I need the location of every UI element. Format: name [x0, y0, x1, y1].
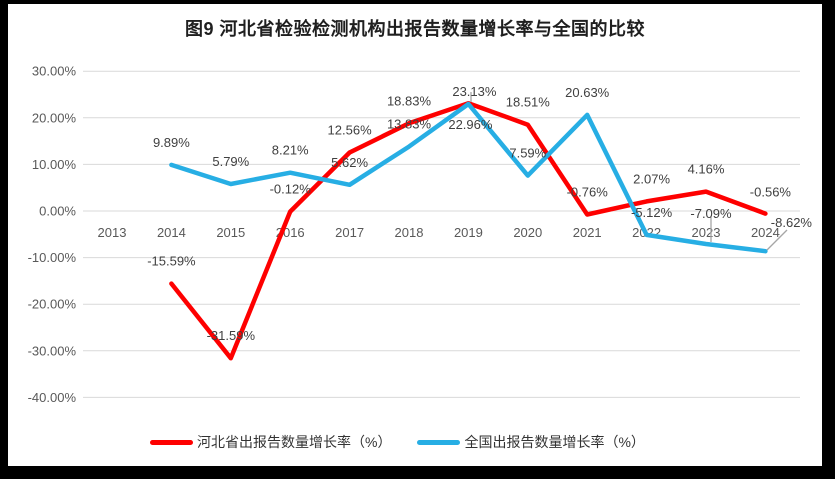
- hebei-data-label: 18.51%: [506, 95, 551, 110]
- hebei-data-label: 18.83%: [387, 93, 432, 108]
- hebei-data-label: -0.76%: [567, 185, 609, 200]
- line-chart-plot: 30.00% 20.00% 10.00% 0.00% -10.00% -20.00% -30…: [28, 64, 813, 405]
- x-axis-year-label: 2021: [573, 225, 602, 240]
- hebei-data-label: -0.56%: [750, 185, 792, 200]
- x-axis-year-label: 2024: [751, 225, 780, 240]
- chart-title: 图9 河北省检验检测机构出报告数量增长率与全国的比较: [184, 19, 645, 39]
- legend-item-national: 全国出报告数量增长率（%）: [417, 432, 645, 452]
- hebei-data-label: -0.12%: [270, 182, 312, 197]
- national-data-label: 22.96%: [448, 117, 493, 132]
- hebei-data-label: 2.07%: [633, 171, 670, 186]
- national-series-line: [169, 101, 768, 254]
- national-data-label: 5.79%: [212, 154, 249, 169]
- hebei-data-label: -31.59%: [207, 328, 256, 343]
- x-axis-year-label: 2019: [454, 225, 483, 240]
- national-series-swatch: [417, 439, 461, 445]
- national-data-label: 13.83%: [387, 117, 432, 132]
- legend-label-national: 全国出报告数量增长率（%）: [464, 434, 645, 450]
- hebei-data-label: 4.16%: [688, 162, 725, 177]
- y-axis-tick-label: 30.00%: [32, 64, 77, 79]
- national-data-label: 8.21%: [272, 143, 309, 158]
- label-leader-line: [766, 229, 788, 251]
- national-data-label: 9.89%: [153, 135, 190, 150]
- hebei-series-swatch: [150, 439, 193, 445]
- chart-legend: 河北省出报告数量增长率（%） 全国出报告数量增长率（%）: [150, 432, 645, 452]
- hebei-data-label: 12.56%: [328, 122, 373, 137]
- x-axis-year-label: 2018: [395, 225, 424, 240]
- hebei-data-label: 23.13%: [452, 84, 497, 99]
- national-data-label: 7.59%: [509, 146, 546, 161]
- y-axis-tick-label: -10.00%: [28, 250, 77, 265]
- national-data-label: -7.09%: [690, 206, 732, 221]
- x-axis-year-label: 2020: [513, 225, 542, 240]
- y-axis-tick-label: 20.00%: [32, 110, 77, 125]
- x-axis-year-label: 2015: [216, 225, 245, 240]
- legend-item-hebei: 河北省出报告数量增长率（%）: [150, 432, 391, 452]
- national-data-label: 5.62%: [331, 155, 368, 170]
- x-axis-year-label: 2023: [692, 225, 721, 240]
- national-data-label: -5.12%: [631, 205, 673, 220]
- national-data-label: 20.63%: [565, 85, 610, 100]
- hebei-data-label: -15.59%: [147, 254, 196, 269]
- y-axis-tick-label: -20.00%: [28, 297, 77, 312]
- chart-canvas: 图9 河北省检验检测机构出报告数量增长率与全国的比较 30.00% 20.00% 1…: [8, 4, 822, 466]
- y-axis-tick-label: -30.00%: [28, 343, 77, 358]
- y-axis-tick-label: 10.00%: [32, 157, 77, 172]
- y-axis-tick-label: 0.00%: [39, 204, 76, 219]
- x-axis-year-label: 2014: [157, 225, 186, 240]
- legend-label-hebei: 河北省出报告数量增长率（%）: [197, 434, 392, 450]
- x-axis-year-label: 2017: [335, 225, 364, 240]
- x-axis-year-label: 2013: [98, 225, 127, 240]
- national-data-label: -8.62%: [771, 215, 813, 230]
- y-axis-tick-label: -40.00%: [28, 390, 77, 405]
